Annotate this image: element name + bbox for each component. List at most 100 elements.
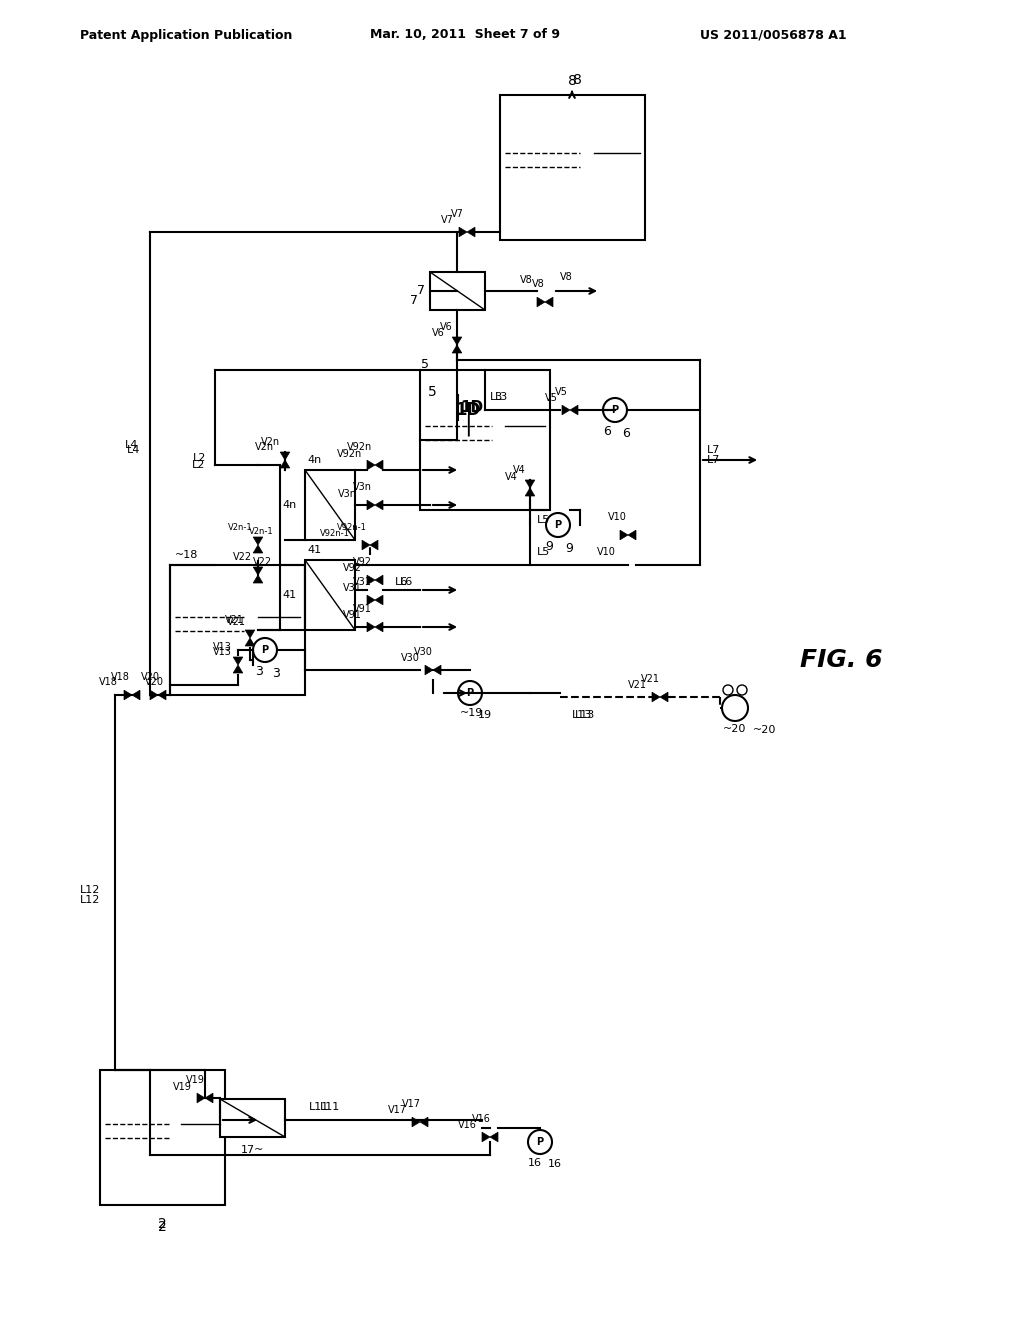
Text: 3: 3 — [255, 665, 263, 678]
Polygon shape — [245, 638, 255, 645]
Text: 3: 3 — [272, 667, 280, 680]
Text: ~20: ~20 — [753, 725, 776, 735]
Text: L5: L5 — [537, 515, 550, 525]
Polygon shape — [375, 622, 383, 632]
Polygon shape — [420, 1117, 428, 1127]
Text: P: P — [611, 405, 618, 414]
Text: V31: V31 — [343, 583, 362, 593]
Polygon shape — [375, 500, 383, 510]
Text: V13: V13 — [213, 642, 231, 652]
Text: V7: V7 — [441, 215, 454, 224]
Polygon shape — [367, 576, 375, 585]
Polygon shape — [375, 576, 383, 585]
Text: L12: L12 — [80, 884, 100, 895]
Polygon shape — [370, 540, 378, 550]
Text: V19: V19 — [185, 1074, 205, 1085]
Text: P: P — [467, 688, 473, 698]
Polygon shape — [660, 692, 668, 702]
Polygon shape — [281, 451, 290, 459]
Text: 7: 7 — [417, 285, 425, 297]
Circle shape — [528, 1130, 552, 1154]
Bar — [420, 370, 550, 510]
Polygon shape — [453, 337, 462, 345]
Polygon shape — [375, 595, 383, 605]
Polygon shape — [245, 630, 255, 638]
Text: V17: V17 — [388, 1105, 407, 1115]
Text: V16: V16 — [472, 1114, 490, 1125]
Text: V8: V8 — [520, 275, 534, 285]
Text: L13: L13 — [572, 710, 592, 719]
Text: V2n: V2n — [260, 437, 280, 447]
Polygon shape — [367, 461, 375, 470]
Text: V91: V91 — [352, 605, 372, 614]
Text: V92n: V92n — [337, 449, 362, 459]
Text: 4n: 4n — [308, 455, 323, 465]
Polygon shape — [628, 531, 636, 540]
Text: V2n: V2n — [255, 442, 274, 451]
Polygon shape — [253, 537, 263, 545]
Text: 7: 7 — [410, 293, 418, 306]
Text: V92: V92 — [343, 564, 362, 573]
Polygon shape — [562, 405, 570, 414]
Text: V3n: V3n — [352, 482, 372, 492]
Text: 6: 6 — [622, 426, 630, 440]
Text: 9: 9 — [565, 543, 572, 554]
Text: V7: V7 — [451, 209, 464, 219]
Polygon shape — [433, 665, 441, 675]
Text: 41: 41 — [308, 545, 323, 554]
Polygon shape — [652, 692, 660, 702]
Polygon shape — [205, 1093, 213, 1102]
Text: L6: L6 — [400, 577, 414, 587]
Text: 1D: 1D — [455, 401, 480, 418]
Text: V2n-1: V2n-1 — [250, 528, 274, 536]
Text: 2: 2 — [158, 1220, 166, 1234]
Text: V8: V8 — [531, 279, 545, 289]
Text: L5: L5 — [537, 546, 550, 557]
Polygon shape — [375, 461, 383, 470]
Text: V31: V31 — [352, 577, 372, 587]
Polygon shape — [197, 1093, 205, 1102]
Text: V92n-1: V92n-1 — [337, 523, 367, 532]
Text: V10: V10 — [607, 512, 627, 521]
Polygon shape — [253, 576, 263, 583]
Polygon shape — [253, 545, 263, 553]
Text: 6: 6 — [603, 425, 611, 438]
Polygon shape — [367, 500, 375, 510]
Text: V20: V20 — [140, 672, 160, 682]
Polygon shape — [233, 665, 243, 673]
Polygon shape — [132, 690, 140, 700]
Text: P: P — [537, 1137, 544, 1147]
Polygon shape — [459, 227, 467, 236]
Bar — [100, 1071, 225, 1205]
Polygon shape — [124, 690, 132, 700]
Bar — [500, 95, 645, 240]
Text: V22: V22 — [232, 552, 252, 562]
Polygon shape — [425, 665, 433, 675]
Text: V6: V6 — [432, 327, 445, 338]
Circle shape — [546, 513, 570, 537]
Polygon shape — [233, 657, 243, 665]
Text: 8: 8 — [573, 73, 582, 87]
Text: L4: L4 — [125, 440, 138, 450]
Text: V21: V21 — [224, 615, 244, 624]
Text: L11: L11 — [309, 1102, 329, 1111]
Text: V16: V16 — [458, 1119, 477, 1130]
Text: 5: 5 — [428, 385, 437, 399]
Text: V20: V20 — [145, 677, 164, 686]
Text: P: P — [261, 645, 268, 655]
Text: L2: L2 — [191, 459, 205, 470]
Text: V92n-1: V92n-1 — [321, 528, 350, 537]
Text: 41: 41 — [283, 590, 297, 601]
Text: V2n-1: V2n-1 — [227, 523, 252, 532]
Polygon shape — [367, 622, 375, 632]
Circle shape — [722, 696, 748, 721]
Text: L13: L13 — [575, 710, 595, 719]
Text: US 2011/0056878 A1: US 2011/0056878 A1 — [700, 29, 847, 41]
Text: V13: V13 — [213, 647, 232, 657]
Text: V6: V6 — [439, 322, 453, 333]
Text: V4: V4 — [513, 465, 525, 475]
Text: V21: V21 — [227, 616, 246, 627]
Text: V22: V22 — [253, 557, 272, 568]
Text: V5: V5 — [545, 393, 558, 403]
Text: V4: V4 — [505, 473, 518, 482]
